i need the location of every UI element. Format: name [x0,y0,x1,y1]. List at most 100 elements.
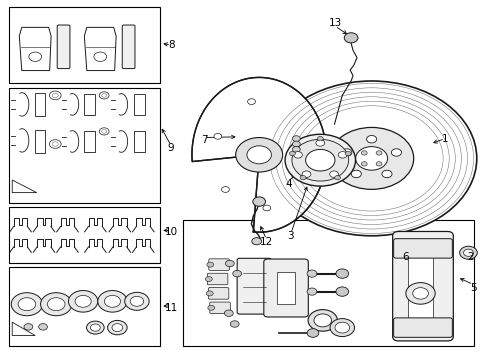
Text: 6: 6 [402,252,408,262]
Circle shape [235,138,282,172]
Bar [276,272,295,303]
Bar [9,88,160,203]
Circle shape [355,147,387,170]
Circle shape [341,149,351,156]
Bar [134,94,144,115]
Bar [35,93,45,116]
Circle shape [338,152,346,158]
Polygon shape [12,180,37,193]
FancyBboxPatch shape [208,288,228,299]
Text: 11: 11 [164,303,178,313]
Circle shape [292,141,300,147]
Text: 9: 9 [167,143,174,153]
Circle shape [130,296,143,306]
Circle shape [302,171,310,177]
Circle shape [205,276,212,282]
Circle shape [104,295,121,307]
Circle shape [68,291,98,312]
Text: 8: 8 [167,40,174,50]
Circle shape [232,270,241,277]
Circle shape [334,322,349,333]
Circle shape [305,149,334,171]
Circle shape [263,205,270,211]
Circle shape [381,170,391,177]
Circle shape [366,135,376,143]
Circle shape [335,287,348,296]
Circle shape [459,246,476,259]
Circle shape [313,314,331,327]
Polygon shape [192,77,325,232]
Polygon shape [19,27,51,71]
Circle shape [329,127,413,189]
FancyBboxPatch shape [57,25,70,68]
Circle shape [329,319,354,337]
Circle shape [86,321,104,334]
Circle shape [307,310,337,331]
Circle shape [345,151,350,156]
Circle shape [292,147,300,152]
Circle shape [11,293,42,316]
Circle shape [112,324,122,332]
Circle shape [24,324,33,330]
Text: 1: 1 [441,134,447,144]
Circle shape [99,128,109,135]
Circle shape [334,176,340,180]
FancyBboxPatch shape [122,25,135,68]
Circle shape [285,134,355,186]
Text: 12: 12 [259,237,273,247]
Circle shape [329,171,338,177]
Bar [35,130,45,153]
Circle shape [224,310,233,316]
Circle shape [107,320,127,335]
Circle shape [317,136,323,141]
Circle shape [375,162,381,166]
Circle shape [306,288,316,295]
Circle shape [375,151,381,155]
Circle shape [291,139,348,181]
Bar [407,250,432,322]
Bar [9,207,160,263]
Circle shape [102,94,106,97]
Bar [9,267,160,346]
Circle shape [412,288,427,299]
FancyBboxPatch shape [207,273,227,285]
Circle shape [292,136,300,141]
Circle shape [306,329,318,337]
FancyBboxPatch shape [208,259,229,270]
Bar [183,220,473,346]
Circle shape [207,305,214,310]
Circle shape [350,170,361,177]
Circle shape [335,269,348,278]
FancyBboxPatch shape [392,231,452,341]
Circle shape [47,298,65,311]
Circle shape [315,140,324,146]
Bar [9,7,160,83]
Circle shape [206,291,213,296]
Circle shape [405,283,434,304]
FancyBboxPatch shape [393,239,451,258]
Circle shape [246,146,271,164]
FancyBboxPatch shape [393,318,451,337]
Circle shape [52,93,58,98]
Circle shape [300,176,305,180]
Circle shape [251,238,261,245]
Text: 7: 7 [201,135,207,145]
Circle shape [463,249,472,256]
Circle shape [124,292,149,310]
Text: 10: 10 [164,227,177,237]
Circle shape [390,149,401,156]
Text: 3: 3 [287,231,294,241]
Polygon shape [12,322,35,336]
Circle shape [206,262,213,267]
Circle shape [29,52,41,62]
Circle shape [90,324,100,331]
Circle shape [18,298,36,311]
Text: 5: 5 [469,283,476,293]
Polygon shape [84,27,116,71]
Circle shape [41,293,72,316]
Circle shape [102,130,106,133]
Bar [84,131,95,152]
Text: 4: 4 [285,179,291,189]
Circle shape [266,81,476,236]
Circle shape [98,291,127,312]
